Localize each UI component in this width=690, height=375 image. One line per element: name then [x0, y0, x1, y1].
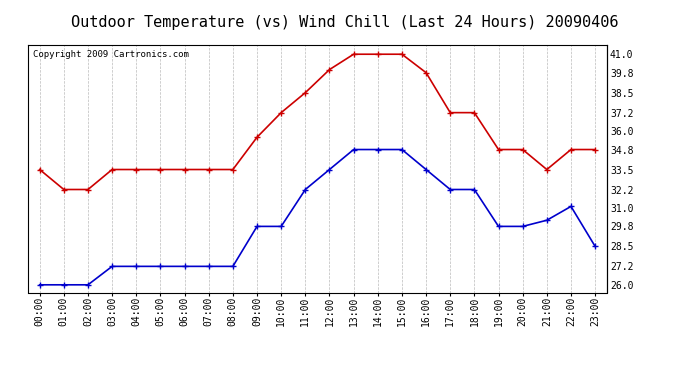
Text: Copyright 2009 Cartronics.com: Copyright 2009 Cartronics.com: [33, 50, 189, 59]
Text: Outdoor Temperature (vs) Wind Chill (Last 24 Hours) 20090406: Outdoor Temperature (vs) Wind Chill (Las…: [71, 15, 619, 30]
